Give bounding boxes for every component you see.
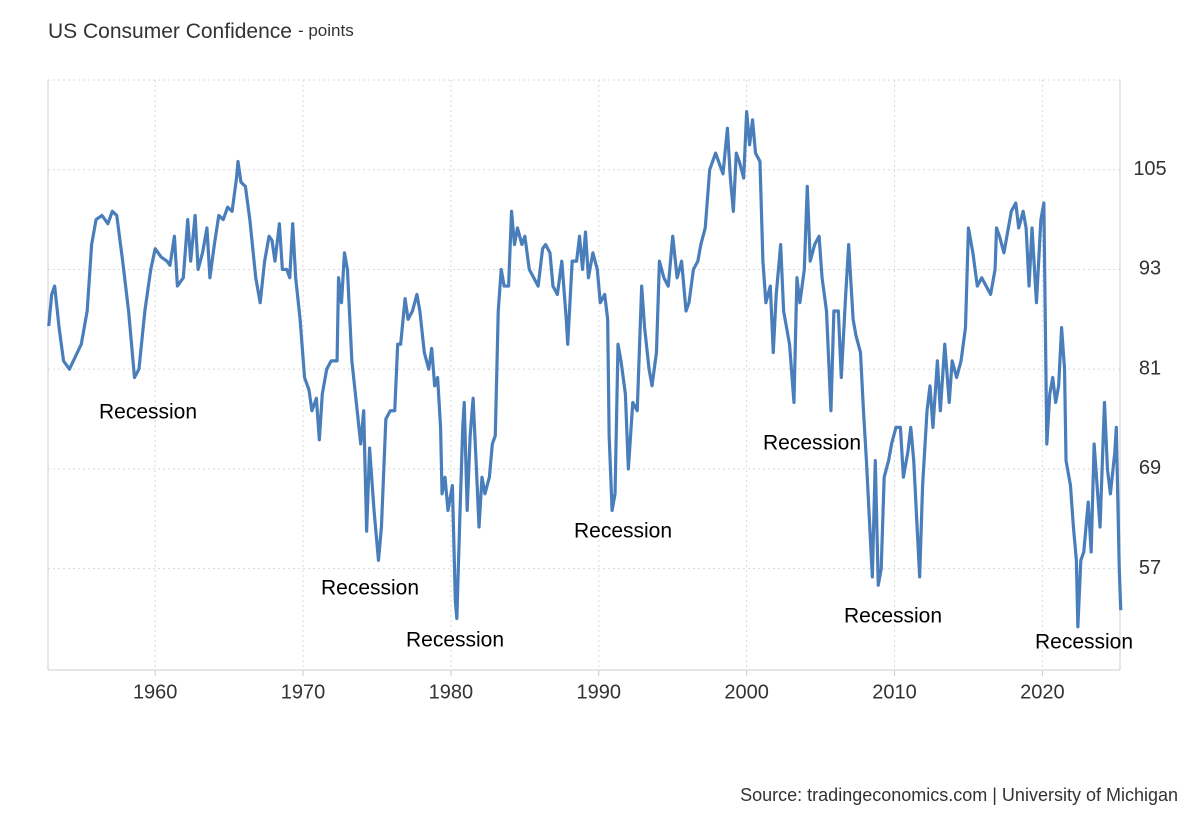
x-tick-label: 1970 — [281, 681, 326, 703]
source: Source: tradingeconomics.com | Universit… — [740, 785, 1178, 805]
subtitle: - points — [298, 21, 354, 40]
x-tick-label: 1960 — [133, 681, 178, 703]
annotation: Recession — [763, 432, 861, 455]
x-tick-label: 2010 — [872, 681, 917, 703]
annotation: Recession — [321, 577, 419, 600]
x-tick-label: 2000 — [724, 681, 769, 703]
y-tick-label: 69 — [1139, 457, 1161, 479]
y-tick-label: 93 — [1139, 258, 1161, 280]
y-tick-label: 81 — [1139, 357, 1161, 379]
title: US Consumer Confidence — [48, 20, 292, 43]
annotation: Recession — [574, 520, 672, 543]
x-tick-label: 1990 — [577, 681, 622, 703]
y-tick-label: 105 — [1133, 158, 1166, 180]
x-tick-label: 1980 — [429, 681, 474, 703]
chart-title: US Consumer Confidence - points — [48, 20, 354, 43]
annotation: Recession — [406, 629, 504, 652]
annotation: Recession — [1035, 631, 1133, 654]
annotation: Recession — [844, 605, 942, 628]
annotation: Recession — [99, 401, 197, 424]
series-line — [47, 109, 1123, 629]
x-tick-label: 2020 — [1020, 681, 1065, 703]
y-tick-label: 57 — [1139, 557, 1161, 579]
